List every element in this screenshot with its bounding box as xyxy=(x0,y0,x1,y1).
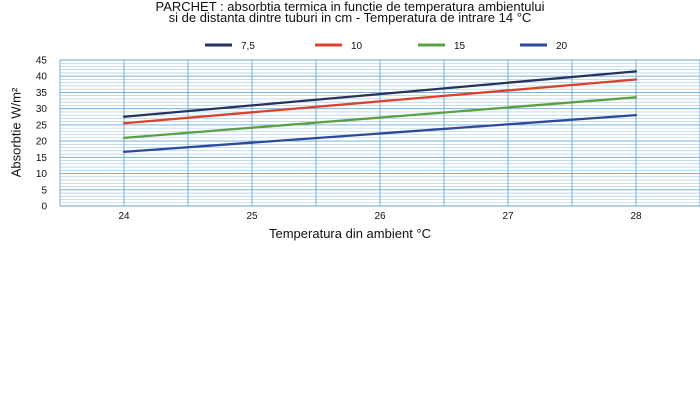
chart-title: PARCHET : absorbtia termica in functie d… xyxy=(155,0,545,14)
x-tick-label: 28 xyxy=(630,211,642,222)
y-tick-label: 10 xyxy=(36,169,48,180)
y-tick-label: 5 xyxy=(41,185,47,196)
series-line-7-5 xyxy=(122,70,638,118)
y-tick-label: 15 xyxy=(36,153,48,164)
chart-subtitle: si de distanta dintre tuburi in cm - Tem… xyxy=(168,10,532,25)
x-tick-label: 27 xyxy=(502,211,514,222)
legend-label: 10 xyxy=(351,41,363,52)
y-tick-label: 0 xyxy=(41,202,47,213)
y-tick-label: 25 xyxy=(36,120,48,131)
legend-label: 15 xyxy=(454,41,466,52)
y-tick-label: 20 xyxy=(36,137,48,148)
y-tick-label: 30 xyxy=(36,104,48,115)
y-tick-label: 45 xyxy=(36,56,48,67)
legend-label: 7,5 xyxy=(241,41,255,52)
y-tick-label: 40 xyxy=(36,72,48,83)
x-tick-label: 26 xyxy=(374,211,386,222)
series-line-15 xyxy=(122,96,638,140)
legend-label: 20 xyxy=(556,41,568,52)
series-line-20 xyxy=(122,114,638,153)
x-axis-label: Temperatura din ambient °C xyxy=(269,226,431,241)
x-tick-label: 24 xyxy=(118,211,130,222)
series-line-10 xyxy=(122,78,638,125)
y-tick-label: 35 xyxy=(36,88,48,99)
x-tick-label: 25 xyxy=(246,211,258,222)
